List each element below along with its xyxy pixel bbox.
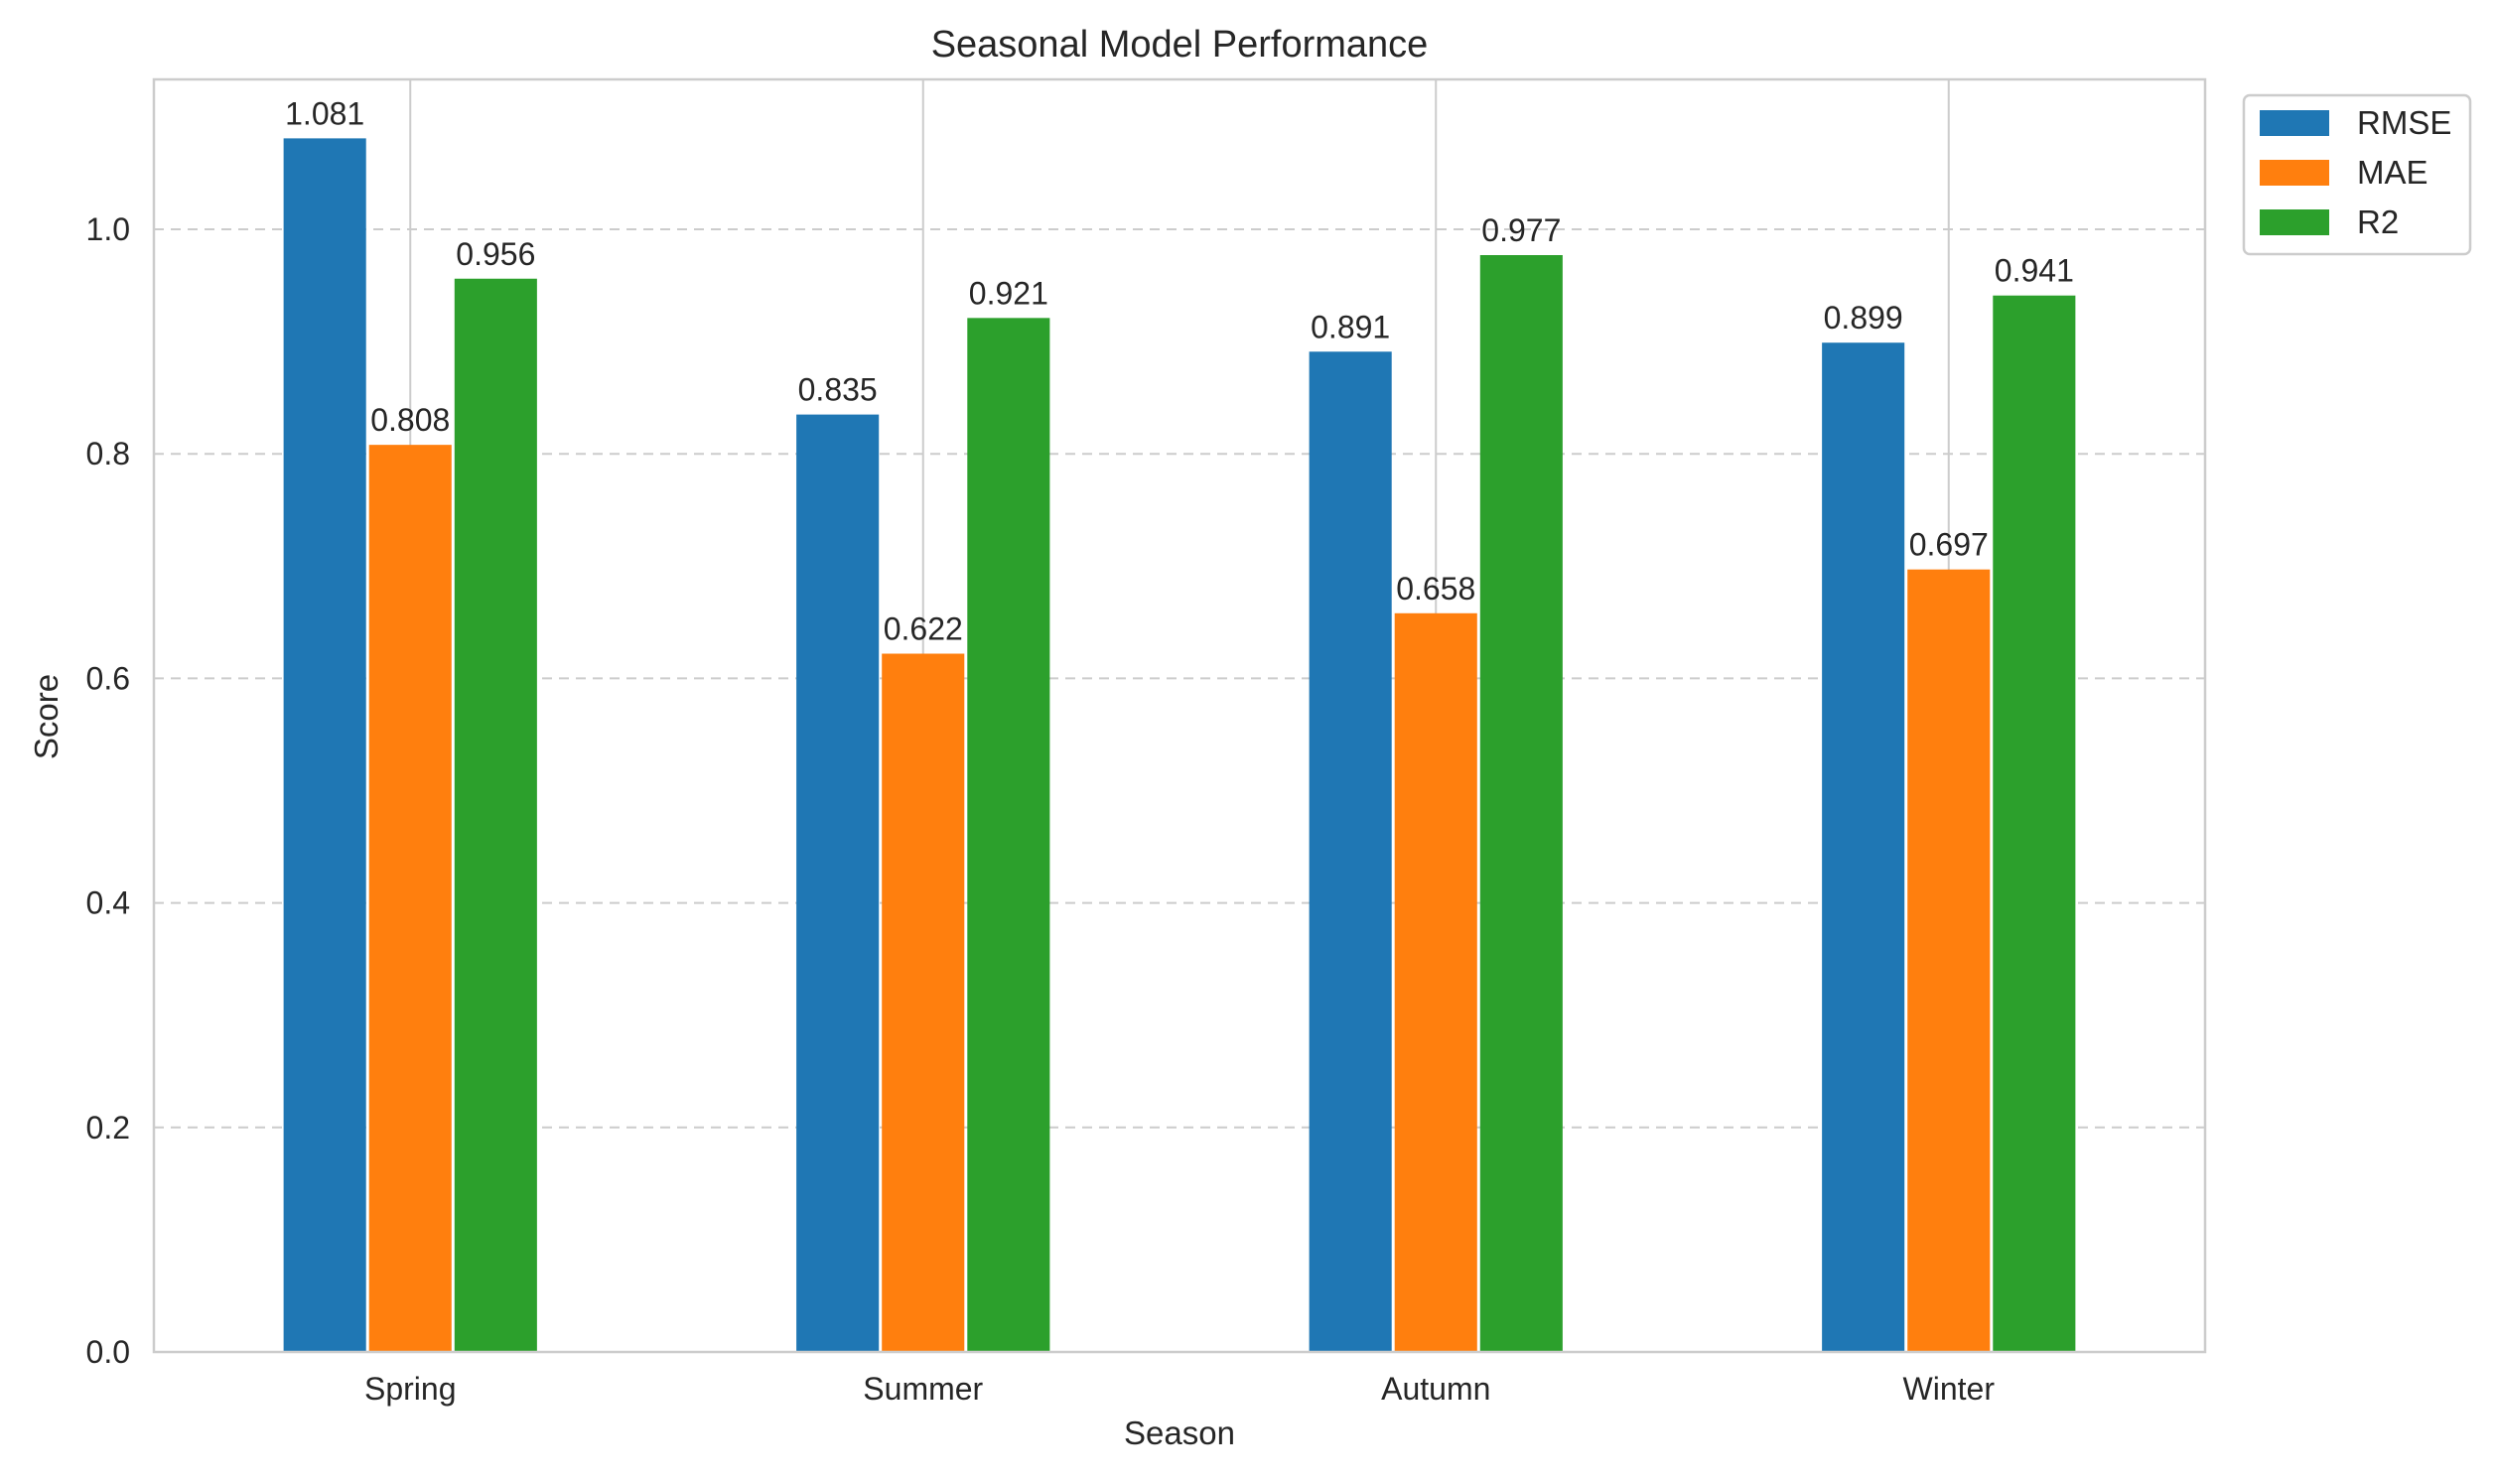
data-label-r2-summer: 0.921 bbox=[969, 275, 1048, 311]
data-label-mae-summer: 0.622 bbox=[884, 611, 963, 647]
bar-r2-spring bbox=[454, 278, 537, 1353]
bar-rmse-winter bbox=[1822, 342, 1905, 1352]
legend-swatch-r2 bbox=[2260, 209, 2329, 235]
x-tick-label: Spring bbox=[364, 1371, 457, 1407]
plot-frame bbox=[152, 77, 2207, 1354]
y-tick-label: 0.8 bbox=[86, 436, 130, 472]
data-label-rmse-spring: 1.081 bbox=[285, 95, 364, 131]
data-label-r2-spring: 0.956 bbox=[456, 236, 535, 272]
legend-label-rmse: RMSE bbox=[2357, 104, 2451, 141]
bar-rmse-spring bbox=[283, 138, 366, 1352]
data-label-rmse-summer: 0.835 bbox=[798, 372, 878, 408]
x-tick-label: Winter bbox=[1903, 1371, 1996, 1407]
data-label-mae-winter: 0.697 bbox=[1909, 527, 1989, 563]
data-label-mae-spring: 0.808 bbox=[370, 402, 450, 438]
y-tick-label: 0.0 bbox=[86, 1334, 130, 1370]
bar-mae-autumn bbox=[1394, 612, 1477, 1352]
legend-swatch-rmse bbox=[2260, 110, 2329, 136]
data-label-rmse-autumn: 0.891 bbox=[1311, 309, 1390, 344]
bar-r2-autumn bbox=[1479, 255, 1563, 1353]
bar-mae-summer bbox=[882, 653, 965, 1352]
bars bbox=[283, 138, 2076, 1353]
legend-label-mae: MAE bbox=[2357, 154, 2428, 191]
y-tick-label: 1.0 bbox=[86, 211, 130, 247]
chart-title: Seasonal Model Performance bbox=[931, 24, 1429, 66]
x-axis-label: Season bbox=[1124, 1415, 1235, 1451]
y-tick-label: 0.6 bbox=[86, 660, 130, 696]
data-label-mae-autumn: 0.658 bbox=[1396, 571, 1475, 607]
bar-mae-spring bbox=[368, 445, 452, 1352]
bar-r2-summer bbox=[967, 318, 1050, 1353]
y-tick-label: 0.4 bbox=[86, 885, 130, 921]
y-axis-ticks: 0.0 0.2 0.4 0.6 0.8 1.0 bbox=[86, 211, 130, 1370]
bar-mae-winter bbox=[1907, 569, 1991, 1352]
x-tick-label: Summer bbox=[863, 1371, 983, 1407]
legend-items: RMSE MAE R2 bbox=[2260, 104, 2451, 240]
bar-rmse-autumn bbox=[1309, 351, 1392, 1352]
data-label-r2-autumn: 0.977 bbox=[1481, 212, 1561, 248]
x-tick-label: Autumn bbox=[1381, 1371, 1490, 1407]
y-tick-label: 0.2 bbox=[86, 1110, 130, 1146]
legend: RMSE MAE R2 bbox=[2242, 93, 2472, 256]
bar-data-labels: 1.081 0.835 0.891 0.899 0.808 0.622 0.658 0.697… bbox=[285, 95, 2074, 646]
y-axis-label: Score bbox=[28, 674, 65, 759]
data-label-rmse-winter: 0.899 bbox=[1824, 300, 1903, 336]
legend-swatch-mae bbox=[2260, 160, 2329, 186]
bar-rmse-summer bbox=[796, 414, 880, 1352]
legend-label-r2: R2 bbox=[2357, 203, 2399, 240]
bar-r2-winter bbox=[1993, 295, 2076, 1352]
data-label-r2-winter: 0.941 bbox=[1995, 253, 2074, 289]
x-axis-ticks: Spring Summer Autumn Winter bbox=[364, 1371, 1995, 1407]
